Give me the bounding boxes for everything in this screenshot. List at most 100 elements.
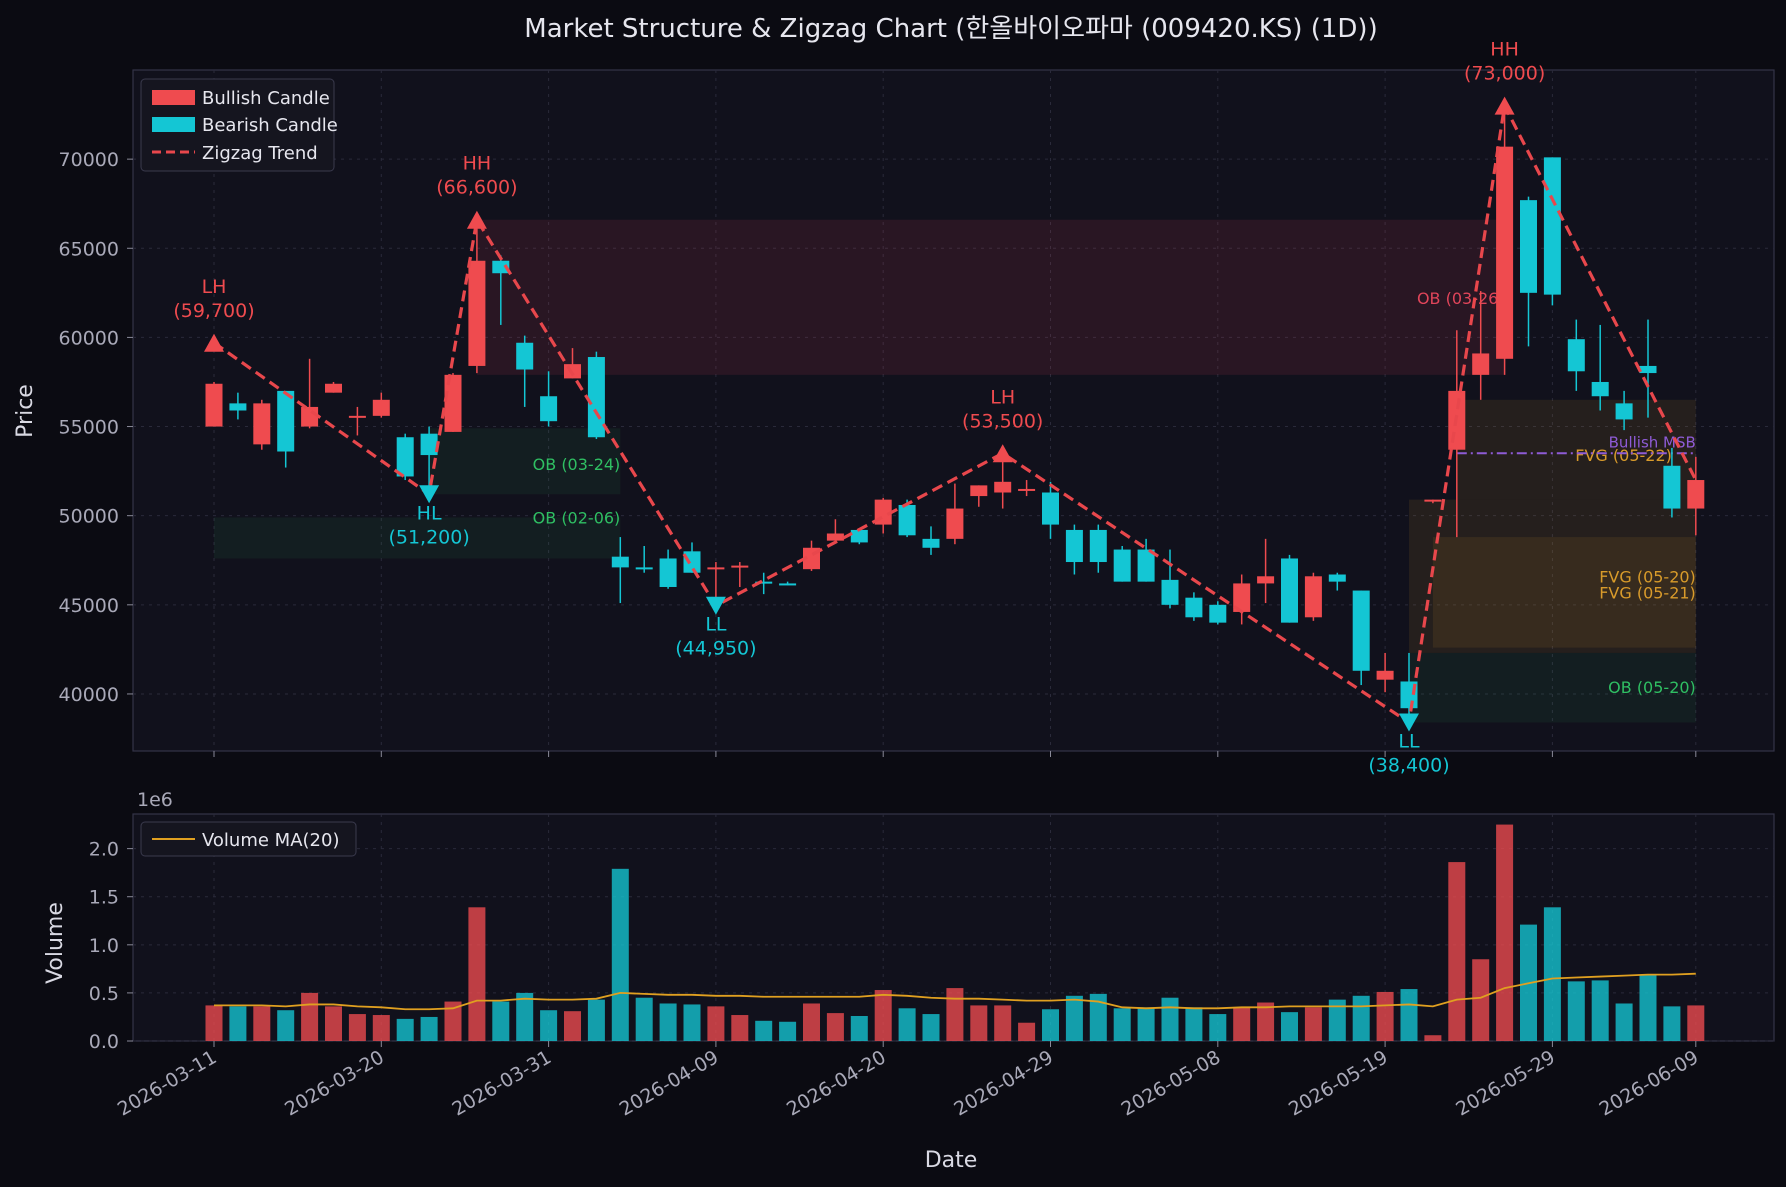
- volume-bar: [970, 1005, 988, 1041]
- price-tick-label: 45000: [59, 595, 119, 617]
- price-tick-label: 40000: [59, 684, 119, 706]
- bearish-candle: [611, 556, 629, 568]
- bearish-candle: [1639, 365, 1657, 374]
- zone-label: OB (03-24): [533, 455, 621, 474]
- volume-bar: [1615, 1003, 1633, 1041]
- bullish-candle: [946, 508, 964, 539]
- bullish-candle: [1376, 670, 1394, 680]
- chart-title: Market Structure & Zigzag Chart (한올바이오파마…: [524, 14, 1377, 44]
- volume-bar: [540, 1010, 558, 1041]
- zones-layer: OB (03-26) OB (03-24) OB (02-06) OB (05-20)…: [214, 219, 1696, 723]
- zone-fvg: [1432, 537, 1696, 648]
- volume-ma-line: [214, 972, 1696, 1011]
- volume-bar: [850, 1015, 868, 1041]
- swing-type-label: LH: [202, 276, 227, 298]
- zone-fvg: [1456, 399, 1696, 500]
- volume-tick-label: 1.0: [89, 935, 119, 957]
- swing-type-label: LL: [705, 614, 727, 636]
- price-gridlines: [133, 70, 1774, 751]
- bearish-candle: [1663, 465, 1681, 509]
- volume-bar: [420, 1016, 438, 1041]
- zone-ob_bear: [476, 219, 1505, 375]
- volume-bar: [1496, 824, 1514, 1041]
- volume-bar: [444, 1001, 462, 1041]
- swing-price-label: (73,000): [1464, 63, 1545, 85]
- volume-bar: [396, 1018, 414, 1041]
- price-tick-label: 65000: [59, 238, 119, 260]
- swing-type-label: HL: [417, 502, 442, 524]
- bullish-candle: [1257, 576, 1275, 584]
- bearish-candle: [1089, 529, 1107, 563]
- bullish-candle: [970, 485, 988, 497]
- swing-price-label: (51,200): [388, 526, 469, 548]
- volume-bar: [1065, 995, 1083, 1041]
- volume-axis-label: Volume: [43, 902, 68, 984]
- volume-bar: [922, 1014, 940, 1041]
- volume-bar: [659, 1003, 677, 1041]
- bearish-candle: [1065, 529, 1083, 563]
- zigzag-line: [213, 100, 1698, 726]
- legend-zigzag-label: Zigzag Trend: [202, 143, 318, 164]
- price-tick-label: 55000: [59, 417, 119, 439]
- bullish-candle: [1424, 499, 1442, 502]
- swing-price-label: (66,600): [436, 177, 517, 199]
- volume-bar: [826, 1013, 844, 1041]
- bearish-candle: [229, 403, 247, 411]
- bullish-candle: [205, 383, 223, 427]
- volume-bar: [635, 997, 653, 1041]
- bearish-candle: [277, 390, 295, 452]
- bearish-candle: [492, 260, 510, 274]
- volume-legend-box: [140, 821, 357, 857]
- bearish-candle: [1591, 381, 1609, 397]
- volume-bar: [1591, 980, 1609, 1041]
- volume-bar: [1161, 997, 1179, 1041]
- volume-bar: [253, 1006, 271, 1041]
- bullish-candle: [253, 403, 271, 445]
- volume-bar: [1448, 862, 1466, 1041]
- volume-bar: [1042, 1009, 1059, 1041]
- bullish-candle: [1472, 353, 1490, 375]
- bullish-candle: [826, 533, 844, 541]
- bullish-candle: [1233, 583, 1251, 612]
- swing-high-marker: [204, 333, 224, 352]
- swing-low-marker: [705, 596, 726, 615]
- swing-price-label: (53,500): [962, 410, 1043, 432]
- volume-bar: [229, 1006, 247, 1041]
- price-tick-label: 50000: [59, 506, 119, 528]
- bearish-candle: [755, 581, 773, 584]
- bearish-candle: [396, 437, 414, 477]
- volume-bar: [1567, 981, 1585, 1041]
- swing-low-marker: [1399, 713, 1419, 732]
- volume-bar: [1663, 1006, 1681, 1041]
- volume-bar: [1209, 1014, 1227, 1041]
- volume-bar: [1185, 1007, 1203, 1041]
- volume-bar: [587, 999, 605, 1041]
- volume-tick-label: 2.0: [89, 839, 119, 861]
- bearish-candle: [635, 567, 653, 570]
- zone-label: FVG (05-22): [1575, 446, 1672, 465]
- bullish-candle: [348, 415, 366, 418]
- bearish-candle: [516, 342, 534, 370]
- swing-price-label: (38,400): [1368, 754, 1449, 776]
- swing-high-marker: [1494, 96, 1515, 115]
- bearish-candle: [1185, 597, 1203, 618]
- zone-label: FVG (05-20): [1599, 567, 1696, 586]
- bullish-candle: [1018, 488, 1036, 491]
- legend-bearish-label: Bearish Candle: [202, 115, 338, 136]
- swing-type-label: HH: [1490, 39, 1519, 61]
- price-tick-label: 70000: [59, 149, 119, 171]
- volume-bar: [1113, 1008, 1131, 1041]
- volume-bar: [372, 1015, 390, 1041]
- bullish-candle: [1687, 480, 1705, 509]
- bearish-candle: [1543, 157, 1561, 295]
- zone-label: OB (02-06): [533, 508, 621, 527]
- volume-bar: [1687, 1005, 1705, 1041]
- bearish-candle: [922, 538, 940, 548]
- bearish-candle: [1042, 492, 1059, 525]
- volume-bar: [755, 1020, 773, 1041]
- volume-bar: [205, 1005, 223, 1041]
- candles-layer: [205, 105, 1705, 723]
- zone-label: OB (03-26): [1417, 289, 1505, 308]
- legend-volume-ma-label: Volume MA(20): [202, 830, 339, 851]
